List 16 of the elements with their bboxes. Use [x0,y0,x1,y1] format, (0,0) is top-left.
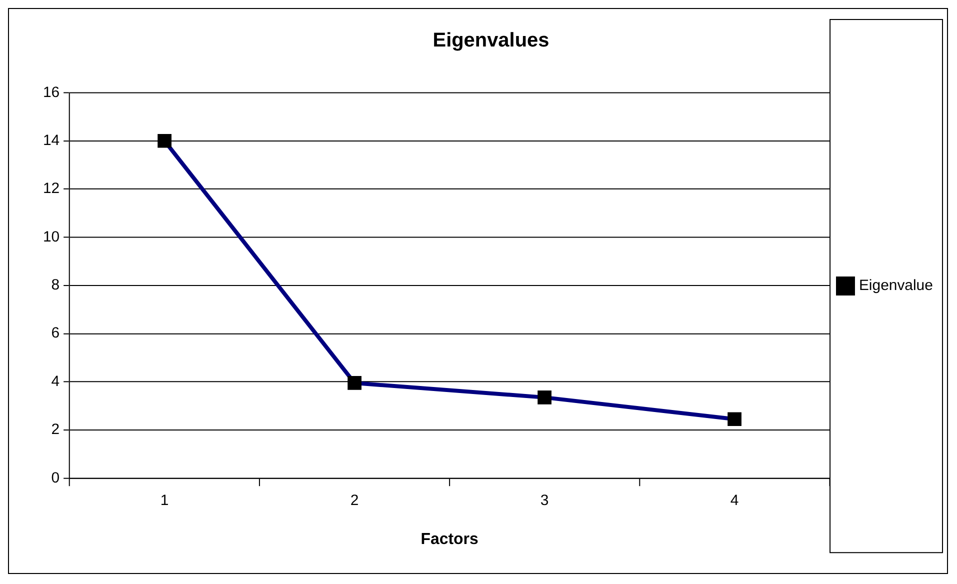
y-tick-label: 8 [51,276,60,294]
x-tick-label: 4 [730,492,739,510]
y-tick-label: 10 [42,228,60,246]
y-tick-label: 0 [51,469,60,486]
x-tick-label: 1 [160,492,169,510]
x-axis-title: Factors [420,530,478,548]
y-tick-label: 6 [51,324,60,342]
x-tick-label: 2 [350,492,359,510]
chart-title: Eigenvalues [432,29,550,52]
y-tick-label: 4 [51,372,60,390]
y-tick-label: 16 [42,84,60,101]
y-tick-label: 12 [42,180,60,198]
legend-label: Eigenvalue [858,277,933,294]
y-tick-label: 2 [51,421,60,438]
y-tick-label: 14 [42,132,60,150]
x-tick-label: 3 [540,492,549,510]
